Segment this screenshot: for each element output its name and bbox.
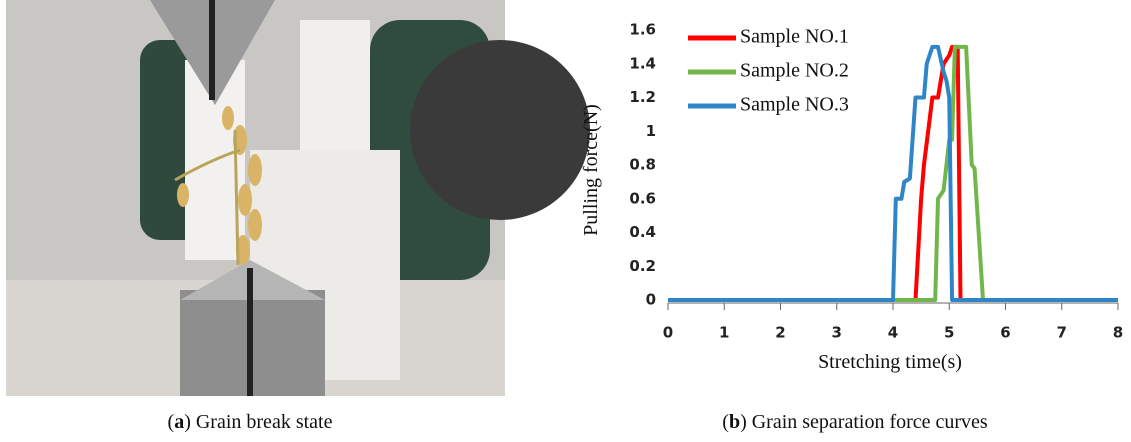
x-tick-label: 5 xyxy=(944,324,954,342)
legend-label: Sample NO.3 xyxy=(740,94,849,116)
legend-label: Sample NO.2 xyxy=(740,60,849,82)
y-axis-title: Pulling force(N) xyxy=(580,104,602,236)
x-tick-label: 7 xyxy=(1057,324,1067,342)
y-tick-label: 0.6 xyxy=(629,189,656,207)
x-tick-label: 0 xyxy=(663,324,673,342)
x-axis-title: Stretching time(s) xyxy=(818,351,962,373)
figure: Stretching time(s) Pulling force(N) 0 0.2… xyxy=(0,0,1131,442)
chart: Stretching time(s) Pulling force(N) 0 0.2… xyxy=(580,21,1123,374)
caption-part: ) Grain break state xyxy=(184,411,332,433)
caption: (b) Grain separation force curves xyxy=(722,411,988,433)
x-tick-label: 8 xyxy=(1113,324,1123,342)
caption-part: ) Grain separation force curves xyxy=(740,411,988,433)
x-tick-label: 6 xyxy=(1000,324,1010,342)
caption-letter: a xyxy=(174,411,184,433)
y-tick-label: 1.2 xyxy=(629,88,656,106)
caption-letter: b xyxy=(729,411,740,433)
y-tick-label: 1 xyxy=(646,122,656,140)
y-tick-label: 0.4 xyxy=(629,223,656,241)
y-tick-label: 1.4 xyxy=(629,54,656,72)
y-tick-label: 0.8 xyxy=(629,156,656,174)
x-tick-label: 3 xyxy=(832,324,842,342)
x-tick-label: 2 xyxy=(775,324,785,342)
caption: (a) Grain break state xyxy=(168,411,333,433)
y-tick-label: 0 xyxy=(646,291,656,309)
photo xyxy=(6,0,590,396)
x-tick-label: 1 xyxy=(719,324,729,342)
y-tick-label: 1.6 xyxy=(629,21,656,39)
series-line xyxy=(668,47,1118,300)
x-tick-label: 4 xyxy=(888,324,898,342)
y-tick-label: 0.2 xyxy=(629,257,656,275)
legend-label: Sample NO.1 xyxy=(740,26,849,48)
